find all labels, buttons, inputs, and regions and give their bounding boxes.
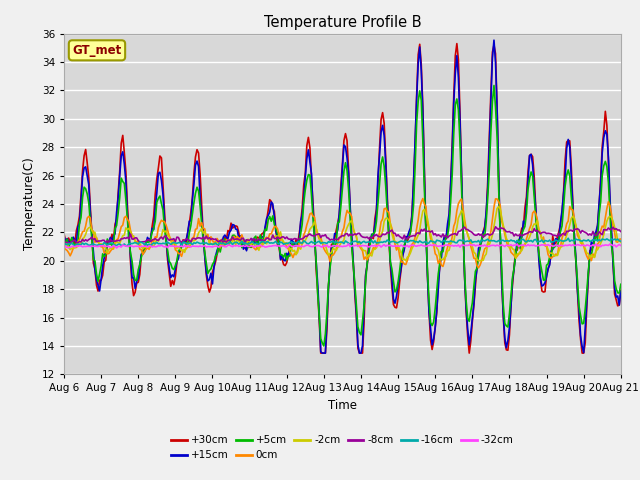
- +5cm: [320, 343, 328, 349]
- -16cm: [377, 239, 385, 245]
- +5cm: [164, 248, 172, 253]
- -2cm: [60, 243, 68, 249]
- -8cm: [397, 235, 405, 240]
- +30cm: [164, 257, 172, 263]
- +30cm: [410, 179, 417, 185]
- -32cm: [113, 245, 120, 251]
- X-axis label: Time: Time: [328, 399, 357, 412]
- +15cm: [60, 233, 68, 239]
- -8cm: [102, 240, 109, 246]
- +15cm: [397, 265, 405, 271]
- 0cm: [377, 219, 385, 225]
- Line: -8cm: -8cm: [64, 227, 621, 243]
- +15cm: [410, 179, 417, 185]
- -8cm: [552, 233, 559, 239]
- 0cm: [396, 253, 403, 259]
- 0cm: [164, 227, 172, 233]
- +5cm: [552, 242, 559, 248]
- -2cm: [396, 246, 403, 252]
- -16cm: [408, 238, 416, 244]
- -32cm: [399, 243, 406, 249]
- Legend: +30cm, +15cm, +5cm, 0cm, -2cm, -8cm, -16cm, -32cm: +30cm, +15cm, +5cm, 0cm, -2cm, -8cm, -16…: [167, 431, 518, 465]
- 0cm: [60, 245, 68, 251]
- -8cm: [60, 240, 68, 246]
- -32cm: [617, 242, 625, 248]
- -2cm: [410, 242, 417, 248]
- +30cm: [379, 110, 387, 116]
- +30cm: [552, 240, 559, 246]
- +30cm: [76, 213, 83, 219]
- +15cm: [76, 221, 83, 227]
- Line: +5cm: +5cm: [64, 85, 621, 346]
- Line: 0cm: 0cm: [64, 199, 621, 268]
- -32cm: [76, 243, 83, 249]
- -32cm: [380, 242, 388, 248]
- -2cm: [617, 240, 625, 245]
- Text: GT_met: GT_met: [72, 44, 122, 57]
- Line: +30cm: +30cm: [64, 44, 621, 353]
- -8cm: [76, 239, 83, 244]
- +30cm: [453, 41, 461, 47]
- -32cm: [60, 244, 68, 250]
- Line: -16cm: -16cm: [64, 238, 621, 246]
- Line: +15cm: +15cm: [64, 40, 621, 353]
- +15cm: [379, 122, 387, 128]
- -16cm: [76, 242, 83, 248]
- +5cm: [60, 246, 68, 252]
- Line: -2cm: -2cm: [64, 206, 621, 261]
- 0cm: [76, 237, 83, 242]
- +5cm: [490, 83, 498, 88]
- -2cm: [495, 204, 502, 209]
- +15cm: [617, 288, 625, 294]
- -32cm: [552, 242, 559, 248]
- -2cm: [402, 258, 410, 264]
- +5cm: [379, 154, 387, 160]
- Line: -32cm: -32cm: [64, 244, 621, 248]
- +30cm: [317, 350, 324, 356]
- -32cm: [345, 241, 353, 247]
- -16cm: [164, 240, 172, 245]
- 0cm: [475, 265, 483, 271]
- 0cm: [419, 196, 427, 202]
- +15cm: [490, 37, 498, 43]
- -16cm: [564, 235, 572, 241]
- +5cm: [76, 221, 83, 227]
- -8cm: [492, 224, 499, 229]
- -16cm: [617, 238, 625, 244]
- +15cm: [319, 350, 326, 356]
- 0cm: [617, 236, 625, 242]
- -8cm: [379, 231, 387, 237]
- -16cm: [549, 239, 557, 245]
- +30cm: [397, 266, 405, 272]
- +15cm: [164, 253, 172, 259]
- -8cm: [617, 229, 625, 235]
- Title: Temperature Profile B: Temperature Profile B: [264, 15, 421, 30]
- -8cm: [410, 233, 417, 239]
- +30cm: [60, 230, 68, 236]
- -2cm: [552, 252, 559, 258]
- 0cm: [408, 241, 416, 247]
- -16cm: [396, 239, 403, 244]
- +30cm: [617, 288, 625, 293]
- -8cm: [165, 237, 173, 243]
- -2cm: [377, 232, 385, 238]
- -2cm: [76, 241, 83, 247]
- +5cm: [397, 254, 405, 260]
- -2cm: [164, 233, 172, 239]
- Y-axis label: Temperature(C): Temperature(C): [23, 157, 36, 251]
- 0cm: [552, 251, 559, 257]
- -16cm: [60, 243, 68, 249]
- -32cm: [412, 243, 419, 249]
- +5cm: [410, 202, 417, 208]
- +5cm: [617, 281, 625, 287]
- +15cm: [552, 236, 559, 241]
- -32cm: [165, 242, 173, 248]
